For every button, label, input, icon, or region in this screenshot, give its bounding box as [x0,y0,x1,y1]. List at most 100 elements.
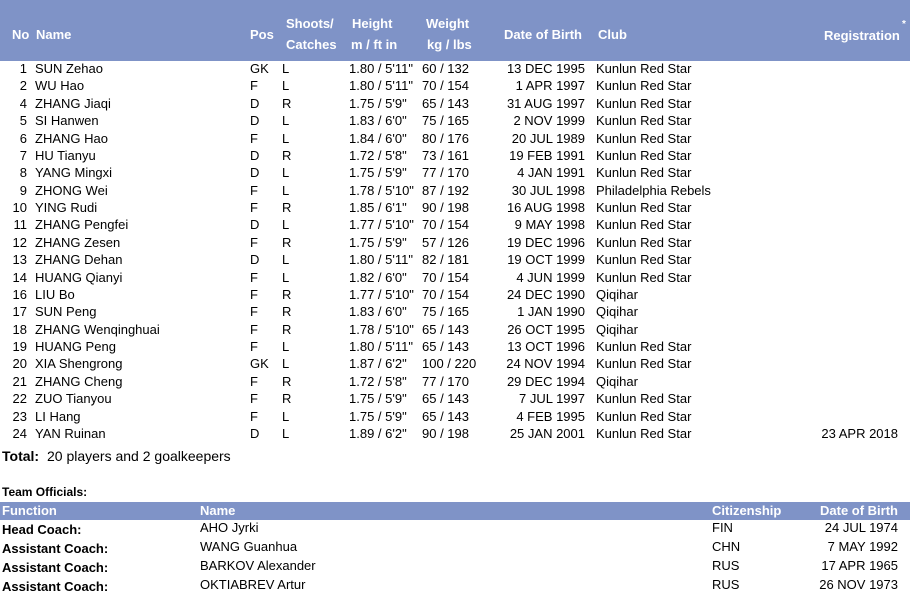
player-weight: 90 / 198 [422,200,469,216]
player-height: 1.83 / 6'0" [349,304,407,320]
player-pos: D [250,217,260,233]
player-pos: GK [250,356,269,372]
player-name: LIU Bo [35,286,75,302]
player-pos: D [250,165,260,181]
player-pos: F [250,339,258,355]
player-dob: 24 DEC 1990 [506,286,585,302]
player-club: Kunlun Red Star [596,61,692,76]
official-citizenship: FIN [712,520,733,535]
player-pos: F [250,130,258,146]
player-name: YING Rudi [35,200,98,216]
player-weight: 70 / 154 [422,286,469,302]
player-name: ZUO Tianyou [35,391,112,407]
player-no: 23 [12,408,27,424]
player-height: 1.77 / 5'10" [349,286,414,302]
player-shoots: L [282,130,290,146]
player-no: 2 [19,78,27,94]
player-dob: 24 NOV 1994 [506,356,585,372]
player-weight: 65 / 143 [422,408,469,424]
player-height: 1.77 / 5'10" [349,217,414,233]
player-dob: 29 DEC 1994 [506,373,585,389]
player-height: 1.75 / 5'9" [349,95,407,111]
player-name: ZHANG Jiaqi [35,95,111,111]
player-shoots: R [282,234,292,250]
header-name: Name [36,27,72,42]
player-no: 5 [19,113,27,129]
player-weight: 77 / 170 [422,373,469,389]
player-shoots: L [282,339,290,355]
player-pos: F [250,304,258,320]
officials-header: Function [2,503,57,518]
player-height: 1.72 / 5'8" [349,373,407,389]
player-no: 21 [12,373,27,389]
player-height: 1.72 / 5'8" [349,147,407,163]
player-no: 24 [12,425,27,441]
player-shoots: R [282,286,292,302]
player-height: 1.80 / 5'11" [349,78,413,94]
player-no: 18 [12,321,27,337]
player-pos: F [250,200,258,216]
player-dob: 25 JAN 2001 [509,425,585,441]
player-club: Kunlun Red Star [596,95,692,111]
player-no: 20 [12,356,27,372]
official-citizenship: CHN [712,539,741,554]
player-shoots: L [282,165,290,181]
player-pos: F [250,182,258,198]
player-no: 8 [19,165,27,181]
header-club: Club [598,27,627,42]
player-weight: 65 / 143 [422,95,469,111]
player-name: SUN Zehao [35,61,103,76]
player-dob: 19 OCT 1999 [507,252,585,268]
header-shoots: Shoots/ [286,16,334,31]
player-shoots: L [282,61,290,76]
header-height: Height [352,16,393,31]
player-name: YAN Ruinan [35,425,106,441]
player-club: Qiqihar [596,373,638,389]
official-function: Assistant Coach: [2,579,109,594]
player-name: HUANG Peng [35,339,116,355]
player-club: Kunlun Red Star [596,408,692,424]
player-name: SUN Peng [35,304,97,320]
player-height: 1.82 / 6'0" [349,269,407,285]
player-pos: D [250,95,260,111]
player-club: Kunlun Red Star [596,391,692,407]
player-shoots: R [282,147,292,163]
player-pos: D [250,147,260,163]
player-weight: 77 / 170 [422,165,469,181]
player-pos: F [250,78,258,94]
player-club: Kunlun Red Star [596,165,692,181]
player-dob: 13 DEC 1995 [506,61,585,76]
player-club: Kunlun Red Star [596,339,692,355]
player-club: Kunlun Red Star [596,130,692,146]
officials-header-bar [0,502,910,520]
header-registration: Registration [824,28,900,43]
official-citizenship: RUS [712,577,740,592]
player-pos: F [250,269,258,285]
player-dob: 31 AUG 1997 [506,95,585,111]
player-dob: 13 OCT 1996 [507,339,585,355]
player-no: 22 [12,391,27,407]
header-shoots: Catches [286,37,337,52]
official-citizenship: RUS [712,558,740,573]
player-shoots: R [282,321,292,337]
player-pos: GK [250,61,269,76]
player-shoots: L [282,182,290,198]
player-shoots: L [282,408,290,424]
player-dob: 1 JAN 1990 [517,304,585,320]
player-height: 1.89 / 6'2" [349,425,407,441]
player-dob: 19 DEC 1996 [506,234,585,250]
player-club: Kunlun Red Star [596,113,692,129]
player-weight: 60 / 132 [422,61,469,76]
player-no: 4 [19,95,27,111]
player-height: 1.78 / 5'10" [349,182,414,198]
official-dob: 24 JUL 1974 [824,520,898,535]
player-club: Kunlun Red Star [596,425,692,441]
officials-title: Team Officials: [2,485,88,499]
player-shoots: R [282,200,292,216]
player-club: Qiqihar [596,286,638,302]
player-shoots: R [282,304,292,320]
player-name: WU Hao [35,78,85,94]
official-dob: 26 NOV 1973 [819,577,898,592]
player-name: ZHANG Zesen [35,234,121,250]
player-dob: 1 APR 1997 [515,78,585,94]
